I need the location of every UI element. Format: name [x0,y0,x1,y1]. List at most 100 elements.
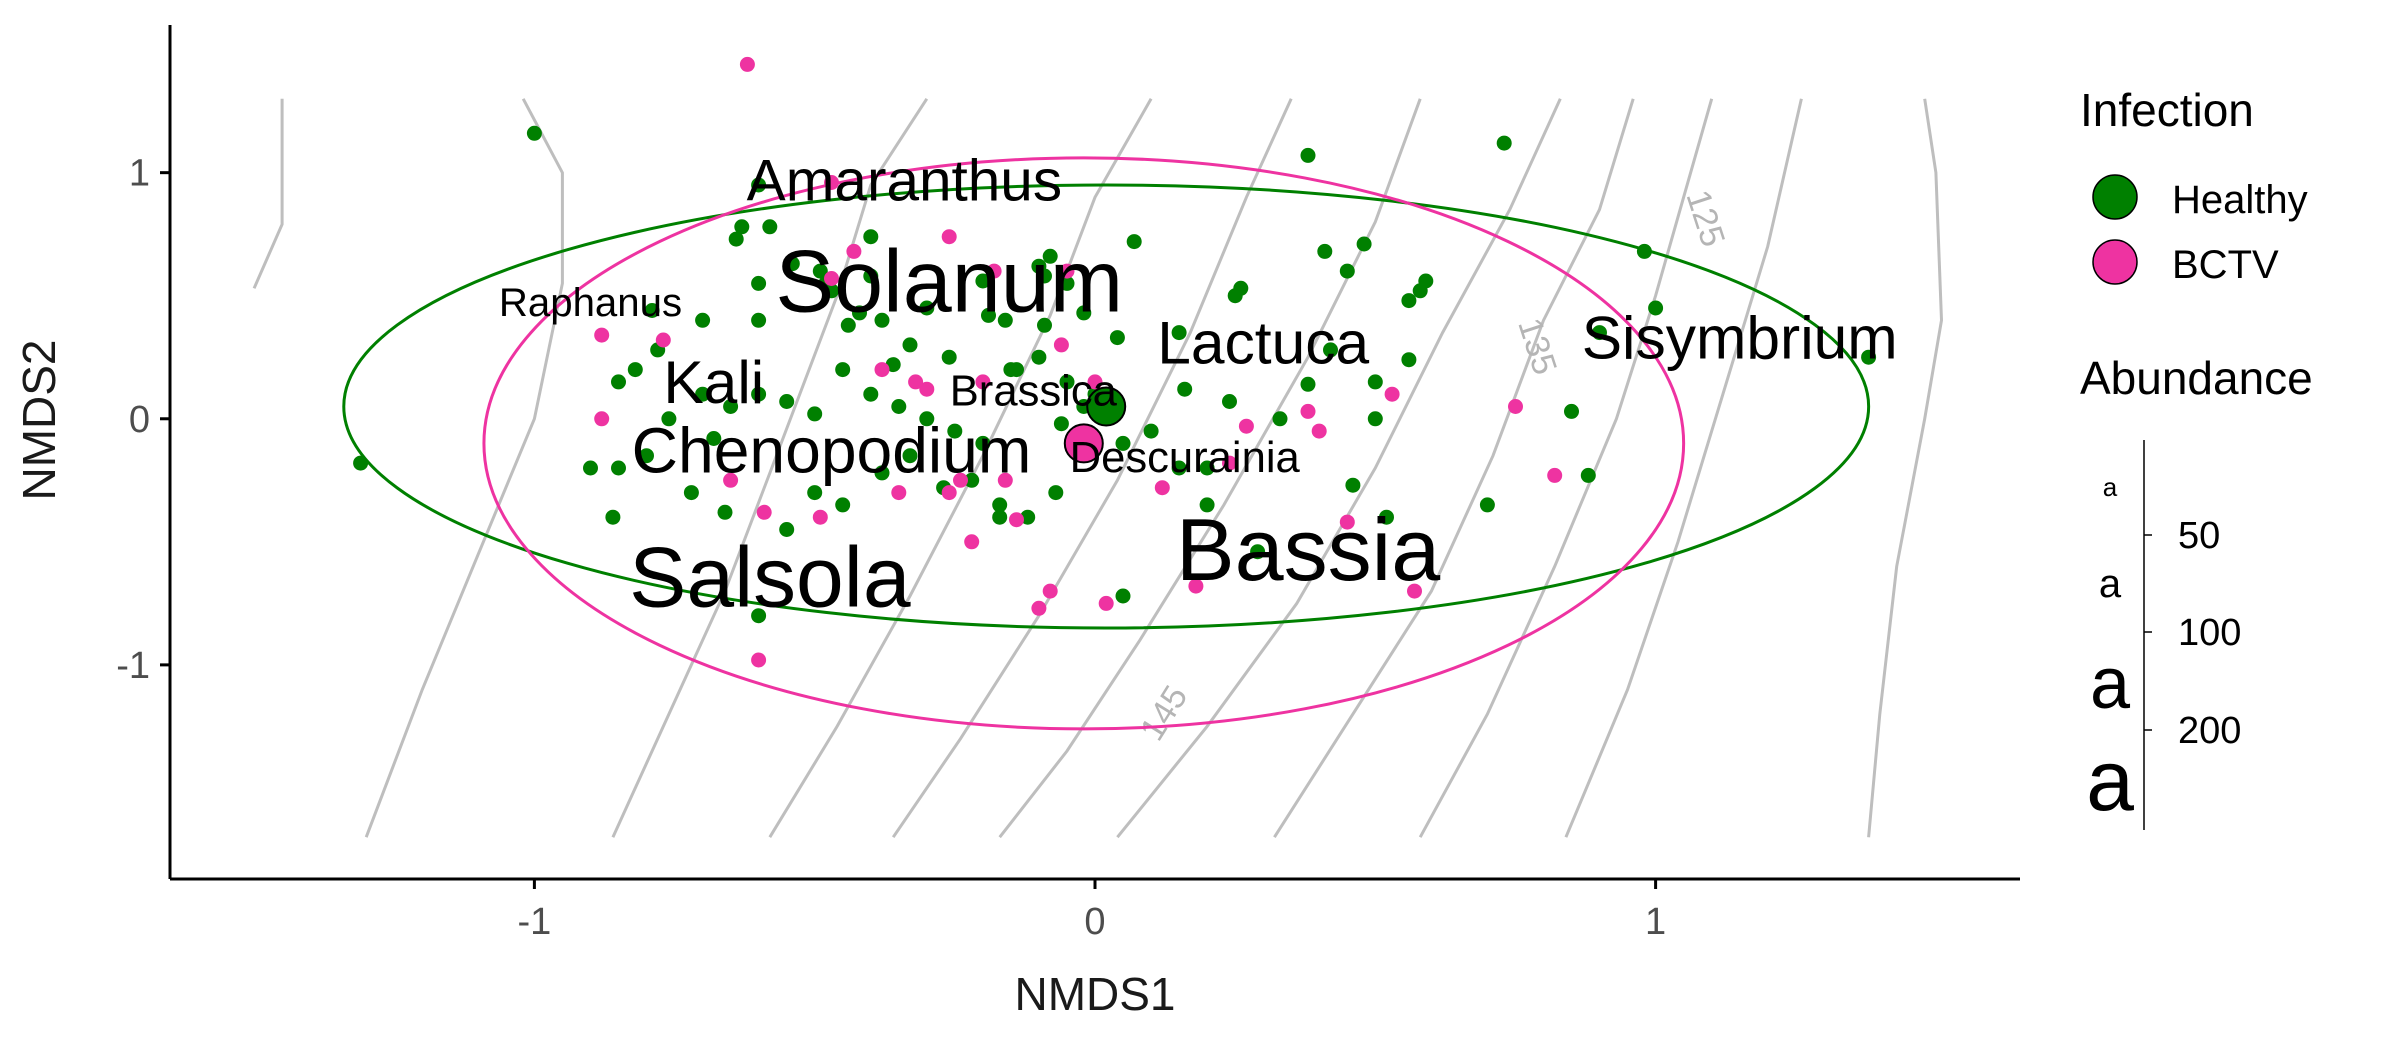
point-healthy [1636,243,1652,259]
point-healthy [902,337,918,353]
point-bctv [1053,337,1069,353]
point-healthy [992,497,1008,513]
point-bctv [1009,512,1024,528]
point-healthy [835,362,851,378]
point-healthy [1367,411,1383,427]
point-healthy [1339,263,1355,279]
point-healthy [1379,509,1394,525]
point-healthy [695,312,711,328]
point-bctv [964,534,980,550]
point-healthy [1171,460,1187,476]
point-healthy [1115,435,1131,451]
point-bctv [751,652,767,668]
point-healthy [1345,477,1361,493]
point-bctv [1059,263,1075,279]
point-healthy [1592,325,1607,341]
y-axis-ticks: -1 0 1 [116,153,170,687]
point-healthy [807,485,823,501]
point-bctv [1222,455,1237,471]
point-healthy [751,312,767,328]
centroid-bctv [1063,423,1104,464]
point-healthy [644,303,660,318]
point-healthy [717,504,733,520]
point-healthy [1356,236,1372,252]
point-bctv [824,175,839,190]
point-healthy [1233,280,1249,296]
point-healthy [1300,147,1316,163]
point-healthy [1496,135,1512,151]
point-bctv [1508,399,1523,414]
point-bctv [953,472,968,488]
point-bctv [1042,583,1058,599]
x-axis-title: NMDS1 [1014,968,1175,1020]
point-healthy [706,431,722,446]
contour-line [998,98,1422,839]
contour-line [1564,98,1803,838]
point-bctv [1547,467,1563,483]
contour-line [1116,98,1562,839]
x-tick-label: 1 [1645,901,1666,943]
point-healthy [919,411,935,427]
point-bctv [594,327,610,343]
point-healthy [874,312,890,328]
point-healthy [1053,416,1069,432]
point-healthy [353,455,369,471]
point-bctv [975,374,991,390]
ellipse-healthy [342,183,1871,630]
sample-points [353,56,1877,668]
point-bctv [908,374,924,390]
point-healthy [1367,374,1383,390]
point-healthy [1076,305,1092,321]
point-bctv [997,472,1013,488]
point-healthy [627,362,643,378]
point-healthy [975,435,991,451]
legend-bctv-label: BCTV [2172,243,2279,287]
point-healthy [661,411,677,427]
point-healthy [695,386,711,402]
point-healthy [1479,497,1495,513]
point-healthy [1037,268,1052,284]
point-healthy [1059,374,1075,390]
point-healthy [997,312,1013,328]
point-healthy [840,317,856,333]
point-healthy [751,275,767,291]
point-healthy [1401,293,1417,309]
point-bctv [1238,418,1254,434]
point-healthy [1648,300,1664,316]
legend-healthy-label: Healthy [2172,178,2308,222]
point-healthy [902,448,918,464]
contour-line [252,98,284,289]
legend-healthy-key [2092,174,2138,220]
y-axis-title: NMDS2 [13,339,65,500]
point-healthy [941,349,957,365]
point-healthy [1177,381,1193,397]
genus-label: Raphanus [499,280,682,325]
point-healthy [611,460,626,476]
point-bctv [824,271,839,286]
point-bctv [812,509,828,525]
point-healthy [975,273,991,289]
point-healthy [863,229,879,245]
point-healthy [1143,423,1159,439]
genus-label: Amaranthus [747,148,1062,213]
point-healthy [728,231,744,247]
point-healthy [751,608,767,624]
x-axis-ticks: -1 0 1 [517,879,1666,943]
point-healthy [1317,243,1333,259]
axes: -1 0 1 -1 0 1 NMDS1 NMDS2 [13,25,2020,1020]
point-bctv [1339,514,1355,530]
point-bctv [655,332,671,348]
point-healthy [1042,248,1058,264]
genus-label: Chenopodium [632,415,1032,487]
point-bctv [756,504,772,520]
point-healthy [981,307,996,323]
point-healthy [1401,352,1417,368]
point-healthy [1009,362,1024,378]
point-healthy [807,406,823,422]
point-healthy [1861,349,1877,365]
x-tick-label: -1 [517,901,551,943]
point-healthy [605,509,621,525]
point-bctv [874,362,890,378]
ellipse-bctv [482,156,1686,731]
point-healthy [1250,544,1266,560]
